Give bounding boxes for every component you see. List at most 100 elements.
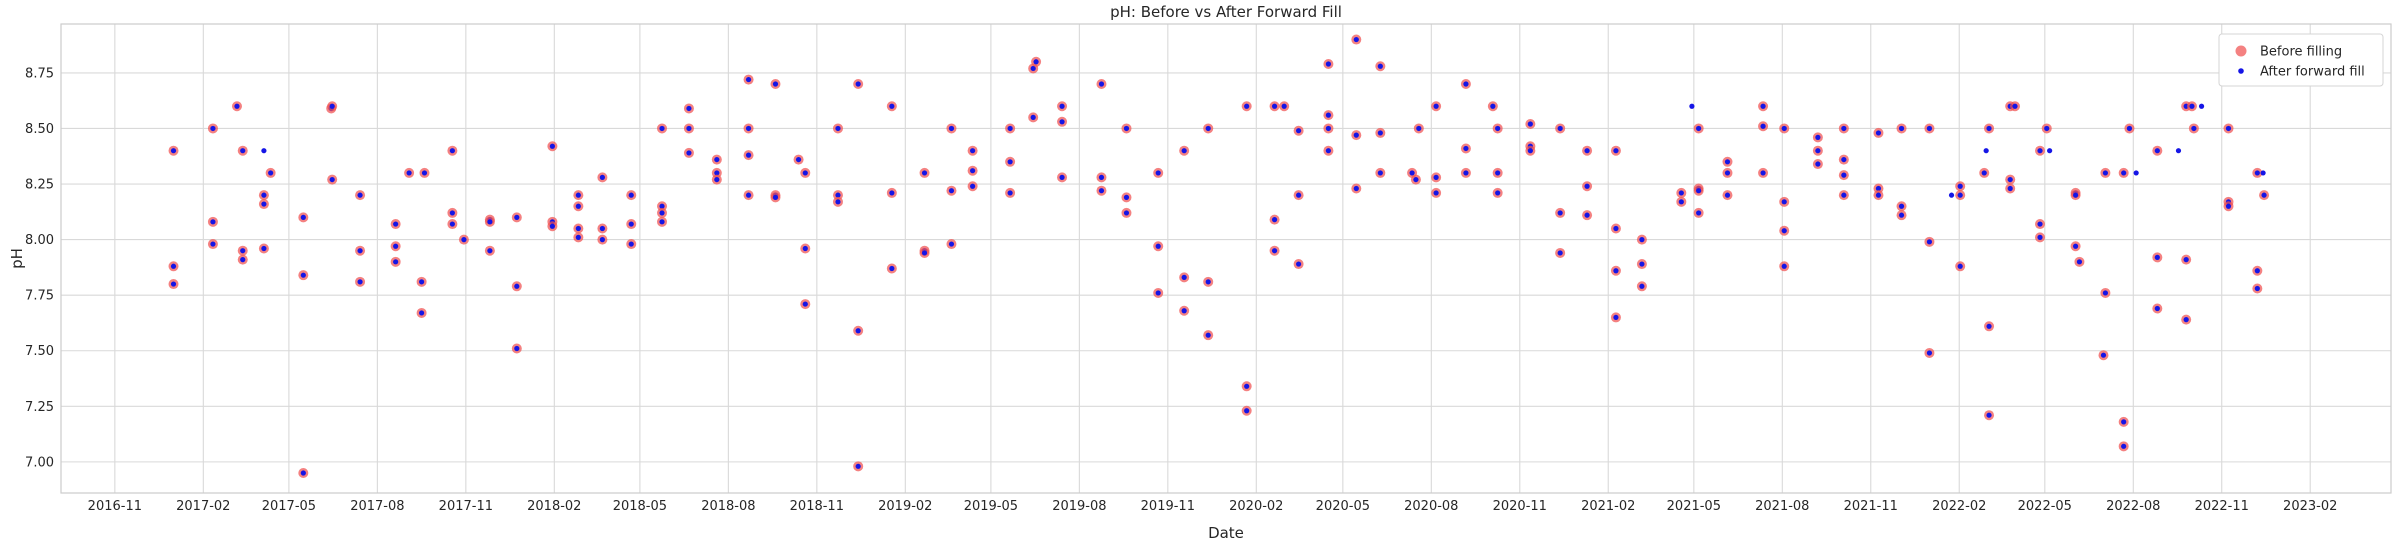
axis-layer: 2016-11 2017-02 2017-05 2017-08 2017-11 2018-… [25, 66, 2337, 514]
after-fill-point [970, 168, 976, 174]
x-tick-label: 2021-11 [1844, 499, 1898, 514]
after-fill-point [170, 281, 177, 287]
chart-title: pH: Before vs After Forward Fill [1110, 3, 1342, 21]
after-fill-point [2261, 192, 2267, 198]
after-fill-point [449, 148, 455, 154]
after-fill-point [2100, 352, 2107, 358]
after-fill-point [210, 219, 216, 225]
after-fill-point [948, 241, 955, 247]
after-fill-point [1098, 188, 1105, 194]
x-tick-label: 2016-11 [88, 499, 142, 514]
after-fill-point [1875, 130, 1882, 136]
after-fill-point [2189, 103, 2195, 109]
after-fill-point [659, 219, 665, 225]
x-tick-label: 2018-02 [527, 499, 581, 514]
after-fill-point [1377, 170, 1383, 176]
after-fill-point [234, 103, 240, 109]
after-fill-point [1123, 194, 1130, 200]
after-fill-point [1841, 172, 1847, 178]
after-fill-point [1325, 112, 1332, 118]
after-fill-point [2154, 305, 2160, 312]
x-tick-label: 2022-02 [1932, 499, 1986, 514]
after-fill-point [1527, 148, 1533, 154]
after-fill-point [514, 214, 520, 220]
after-fill-point [487, 219, 493, 225]
after-fill-point [1981, 170, 1987, 176]
after-fill-point [261, 192, 267, 198]
after-fill-point [261, 148, 267, 154]
x-tick-label: 2018-08 [701, 499, 755, 514]
after-fill-point [2254, 170, 2260, 176]
after-fill-point [795, 156, 802, 163]
x-tick-label: 2019-05 [964, 499, 1018, 514]
after-fill-point [1584, 148, 1590, 154]
after-fill-point [357, 192, 363, 198]
after-fill-point [1584, 183, 1590, 189]
after-fill-point [1296, 192, 1302, 198]
after-fill-point [1181, 148, 1187, 154]
after-fill-point [1639, 261, 1645, 267]
after-fill-point [1781, 228, 1787, 234]
after-fill-point [1416, 125, 1422, 132]
after-fill-point [1696, 188, 1702, 194]
after-fill-point [1875, 185, 1882, 192]
x-tick-label: 2018-11 [790, 499, 844, 514]
after-fill-point [1926, 239, 1933, 245]
after-fill-point [1760, 103, 1766, 109]
after-fill-point [240, 257, 246, 263]
after-fill-points [261, 103, 2266, 198]
after-fill-point [1030, 65, 1036, 72]
y-tick-label: 7.50 [25, 344, 54, 359]
after-fill-point [1463, 170, 1469, 176]
after-fill-point [2254, 268, 2260, 274]
after-fill-point [549, 223, 555, 229]
x-tick-label: 2022-11 [2195, 499, 2249, 514]
after-fill-point [2007, 185, 2013, 192]
after-fill-point [599, 225, 605, 232]
after-fill-point [802, 245, 808, 252]
after-fill-point [2121, 443, 2127, 449]
after-fill-point [1926, 125, 1933, 132]
after-fill-point [1205, 332, 1211, 338]
after-fill-point [889, 103, 895, 109]
after-fill-point [357, 248, 363, 254]
after-fill-point [1781, 199, 1787, 205]
after-fill-point [1325, 61, 1332, 67]
after-fill-point [1123, 125, 1130, 132]
after-fill-point [1584, 212, 1590, 218]
after-fill-point [835, 199, 841, 205]
x-tick-label: 2019-08 [1052, 499, 1106, 514]
after-fill-point [659, 203, 665, 209]
legend: Before filling After forward fill [2218, 33, 2384, 87]
x-tick-label: 2023-02 [2283, 499, 2337, 514]
after-fill-point [357, 279, 363, 285]
after-fill-point [2037, 234, 2043, 240]
after-fill-point [575, 234, 581, 240]
after-fill-point [2072, 192, 2079, 198]
after-fill-point [1033, 59, 1039, 65]
after-fill-point [2191, 125, 2197, 132]
after-fill-point [1271, 248, 1278, 254]
after-fill-point [1155, 243, 1161, 249]
after-fill-point [2260, 170, 2266, 176]
after-fill-point [1639, 237, 1645, 243]
legend-label-before: Before filling [2260, 45, 2342, 60]
after-fill-point [970, 183, 976, 189]
x-tick-label: 2022-08 [2106, 499, 2160, 514]
before-filling-points [168, 34, 2270, 478]
after-fill-point [1957, 192, 1963, 198]
after-fill-point [1724, 159, 1731, 165]
after-fill-point [2037, 221, 2043, 227]
x-tick-label: 2019-02 [878, 499, 932, 514]
after-fill-point [1957, 263, 1963, 269]
after-fill-point [1781, 263, 1787, 269]
after-fill-point [487, 248, 493, 254]
after-fill-point [514, 283, 520, 289]
after-fill-point [1155, 170, 1161, 176]
after-fill-point [2198, 103, 2205, 109]
legend-box [2218, 33, 2384, 87]
x-tick-label: 2020-11 [1493, 499, 1547, 514]
after-fill-point [855, 328, 861, 334]
